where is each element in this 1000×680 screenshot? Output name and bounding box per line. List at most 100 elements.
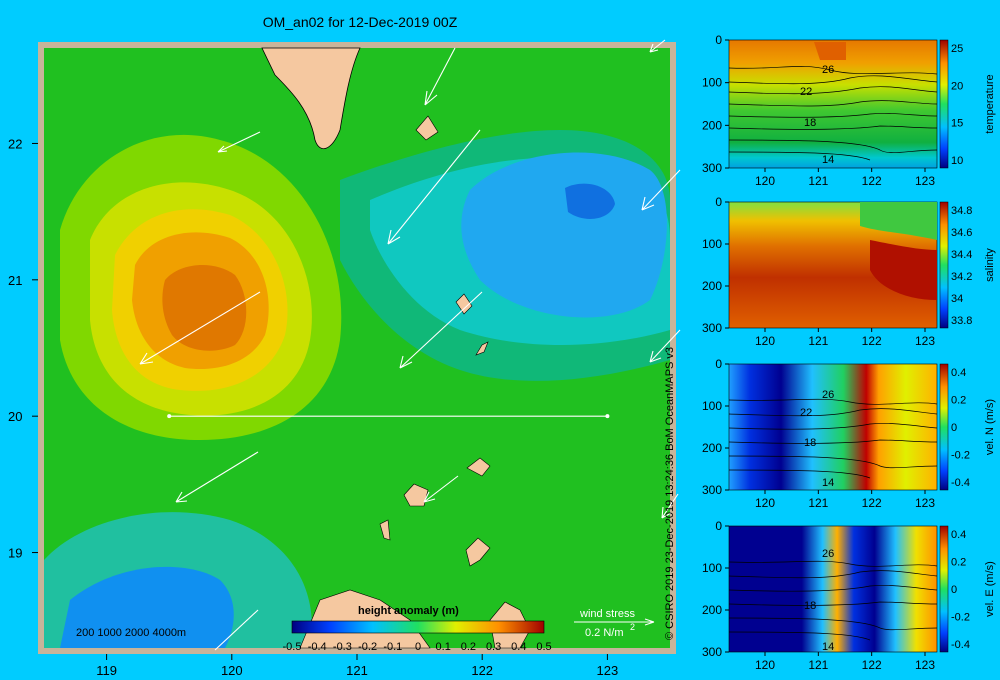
wind-legend-title: wind stress xyxy=(579,608,636,620)
salinity-colorbar xyxy=(939,201,949,329)
colorbar-tick-label: 34.4 xyxy=(951,249,972,261)
side-axes: 120 121 122 123 0 100 200 300 25 20 15 10 temperatur… xyxy=(702,33,996,672)
vel-e-contour-label: 26 xyxy=(822,548,834,560)
high-core xyxy=(162,264,247,351)
colorbar-tick-label: -0.4 xyxy=(951,477,970,489)
section-x-tick-label: 123 xyxy=(915,334,935,348)
colorbar-label: vel. E (m/s) xyxy=(984,561,996,617)
section-y-tick-label: 200 xyxy=(702,118,722,132)
section-x-tick-label: 122 xyxy=(862,658,882,672)
section-y-tick-label: 100 xyxy=(702,561,722,575)
depth-legend-text: 200 1000 2000 4000m xyxy=(76,627,186,639)
colorbar-tick-label: -0.5 xyxy=(283,641,302,653)
island xyxy=(475,341,489,356)
temperature-colorbar xyxy=(939,39,949,169)
wind-arrow xyxy=(649,329,681,363)
section-start xyxy=(167,414,172,419)
vel-n-colorbar xyxy=(939,363,949,491)
temp-contour-label: 26 xyxy=(822,64,834,76)
section-y-tick-label: 300 xyxy=(702,645,722,659)
temp-contour-label: 18 xyxy=(804,117,816,129)
depth-legend: 200 1000 2000 4000m xyxy=(76,627,186,639)
map-y-tick-label: 19 xyxy=(8,546,22,561)
colorbar-tick-label: 10 xyxy=(951,155,963,167)
colorbar-tick-label: 34.2 xyxy=(951,271,972,283)
colorbar-tick-label: 34.8 xyxy=(951,205,972,217)
section-x-tick-label: 122 xyxy=(862,496,882,510)
wind-arrow xyxy=(139,291,261,365)
colorbar-tick-label: 0.4 xyxy=(951,529,966,541)
map-x-tick-label: 120 xyxy=(221,663,243,678)
colorbar-gradient xyxy=(291,620,545,634)
section-x-tick-label: 123 xyxy=(915,174,935,188)
map-y-axis: 22 21 20 19 xyxy=(8,136,38,561)
wind-arrow xyxy=(423,475,459,503)
colorbar-tick-label: -0.4 xyxy=(308,641,327,653)
section-y-tick-label: 0 xyxy=(715,33,722,47)
section-x-tick-label: 121 xyxy=(808,496,828,510)
section-y-tick-label: 100 xyxy=(702,76,722,90)
section-y-tick-label: 300 xyxy=(702,321,722,335)
colorbar-tick-label: -0.2 xyxy=(951,612,970,624)
vel-e-contour-label: 18 xyxy=(804,600,816,612)
land-luzon xyxy=(299,589,431,649)
wind-arrow xyxy=(641,169,681,211)
section-y-tick-label: 0 xyxy=(715,195,722,209)
wind-arrow xyxy=(175,451,259,503)
colorbar-label: salinity xyxy=(984,248,996,282)
colorbar-tick-label: -0.2 xyxy=(358,641,377,653)
vel-e-colorbar xyxy=(939,525,949,653)
island xyxy=(455,293,473,315)
wind-arrow xyxy=(217,131,261,153)
wind-arrow xyxy=(399,291,483,369)
section-y-tick-label: 200 xyxy=(702,441,722,455)
low-core xyxy=(565,183,615,219)
vel-e-contours xyxy=(728,560,938,641)
section-x-tick-label: 121 xyxy=(808,658,828,672)
colorbar-tick-label: -0.4 xyxy=(951,639,970,651)
section-y-tick-label: 200 xyxy=(702,603,722,617)
colorbar-tick-label: -0.1 xyxy=(383,641,402,653)
map-y-tick-label: 22 xyxy=(8,136,22,151)
colorbar-ticks: -0.5 -0.4 -0.3 -0.2 -0.1 0 0.1 0.2 0.3 0.4 0.5 xyxy=(283,641,552,653)
vel-e-contour-label: 14 xyxy=(822,641,834,653)
map-colorbar: height anomaly (m) -0.5 -0.4 -0.3 -0.2 -0.1 0… xyxy=(283,605,552,653)
wind-arrow xyxy=(387,129,481,245)
temp-contour-label: 22 xyxy=(800,86,812,98)
section-y-tick-label: 100 xyxy=(702,237,722,251)
page-title: OM_an02 for 12-Dec-2019 00Z xyxy=(262,14,458,30)
wind-arrow xyxy=(661,493,679,519)
panel-temperature: 26 22 18 14 xyxy=(728,39,949,169)
colorbar-tick-label: 0.4 xyxy=(951,367,966,379)
section-x-tick-label: 121 xyxy=(808,174,828,188)
credit: © CSIRO 2019 23-Dec-2019 13:24:36 BoM Oc… xyxy=(664,346,676,640)
section-x-tick-label: 121 xyxy=(808,334,828,348)
vel-n-contours xyxy=(728,398,938,479)
colorbar-label: vel. N (m/s) xyxy=(984,399,996,455)
section-x-tick-label: 120 xyxy=(755,496,775,510)
colorbar-tick-label: 34.6 xyxy=(951,227,972,239)
wind-legend: wind stress 0.2 N/m 2 xyxy=(574,608,655,639)
low-anomaly xyxy=(461,152,667,318)
colorbar-tick-label: 0.2 xyxy=(951,395,966,407)
island xyxy=(379,519,391,541)
vel-n-contour-label: 22 xyxy=(800,407,812,419)
map-y-tick-label: 21 xyxy=(8,273,22,288)
vel-n-contour-label: 26 xyxy=(822,389,834,401)
section-y-tick-label: 0 xyxy=(715,357,722,371)
colorbar-tick-label: 0.5 xyxy=(536,641,551,653)
colorbar-tick-label: 0.2 xyxy=(461,641,476,653)
panel-vel-n: 26 22 18 14 xyxy=(728,363,949,491)
section-y-tick-label: 0 xyxy=(715,519,722,533)
island xyxy=(415,115,439,141)
colorbar-tick-label: 0 xyxy=(951,584,957,596)
vel-n-contour-label: 14 xyxy=(822,477,834,489)
colorbar-tick-label: 0.3 xyxy=(486,641,501,653)
colorbar-tick-label: 0.1 xyxy=(436,641,451,653)
vel-n-section xyxy=(728,363,938,491)
section-x-tick-label: 120 xyxy=(755,174,775,188)
colorbar-tick-label: 34 xyxy=(951,293,963,305)
section-x-tick-label: 123 xyxy=(915,658,935,672)
colorbar-title: height anomaly (m) xyxy=(358,605,459,617)
